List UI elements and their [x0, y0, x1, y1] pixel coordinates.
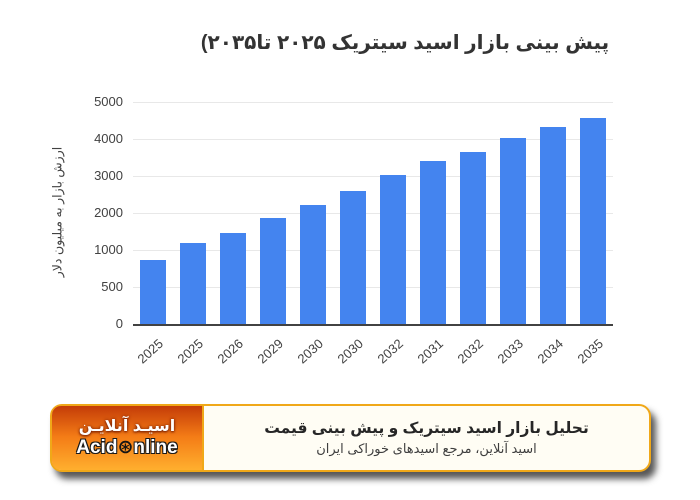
y-axis-tick-label: 2000 [94, 205, 123, 220]
gridline [133, 176, 613, 177]
footer-banner: اسیـد آنلایـن Acid⊛nline تحلیل بازار اسی… [50, 404, 651, 472]
bar [380, 175, 406, 324]
bar [420, 160, 446, 324]
bar [340, 190, 366, 324]
bar [580, 117, 606, 324]
y-axis-tick-label: 1000 [94, 242, 123, 257]
logo-latin-suffix: nline [133, 437, 178, 458]
gridline [133, 250, 613, 251]
logo-latin-text: Acid⊛nline [76, 437, 177, 459]
bar [500, 137, 526, 324]
banner-subline: اسید آنلاین، مرجع اسیدهای خوراکی ایران [316, 441, 537, 456]
y-axis-tick-label: 500 [101, 279, 123, 294]
wheel-icon: ⊛ [117, 437, 134, 458]
banner-headline: تحلیل بازار اسید سیتریک و پیش بینی قیمت [264, 420, 589, 437]
acidonline-logo: اسیـد آنلایـن Acid⊛nline [52, 406, 204, 470]
y-axis-tick-label: 4000 [94, 131, 123, 146]
plot-area: 0 500 1000 2000 3000 4000 5000 2025 2025 2026 2029… [94, 94, 613, 366]
bar [260, 217, 286, 324]
bar [300, 204, 326, 324]
y-axis-tick-label: 3000 [94, 168, 123, 183]
bar [460, 151, 486, 324]
gridline [133, 213, 613, 214]
banner-text-block: تحلیل بازار اسید سیتریک و پیش بینی قیمت … [204, 406, 649, 470]
y-axis-tick-label: 5000 [94, 94, 123, 109]
logo-latin-prefix: Acid [76, 437, 118, 458]
bar [540, 126, 566, 324]
gridline [133, 102, 613, 103]
chart-title: پیش بینی بازار اسید سیتریک ۲۰۲۵ تا۲۰۳۵) [200, 32, 610, 54]
bar [140, 259, 166, 324]
gridline [133, 287, 613, 288]
y-axis-tick-label: 0 [115, 316, 123, 331]
bar [180, 243, 206, 324]
bar [220, 232, 246, 324]
gridline [133, 139, 613, 140]
logo-persian-text: اسیـد آنلایـن [78, 418, 176, 435]
